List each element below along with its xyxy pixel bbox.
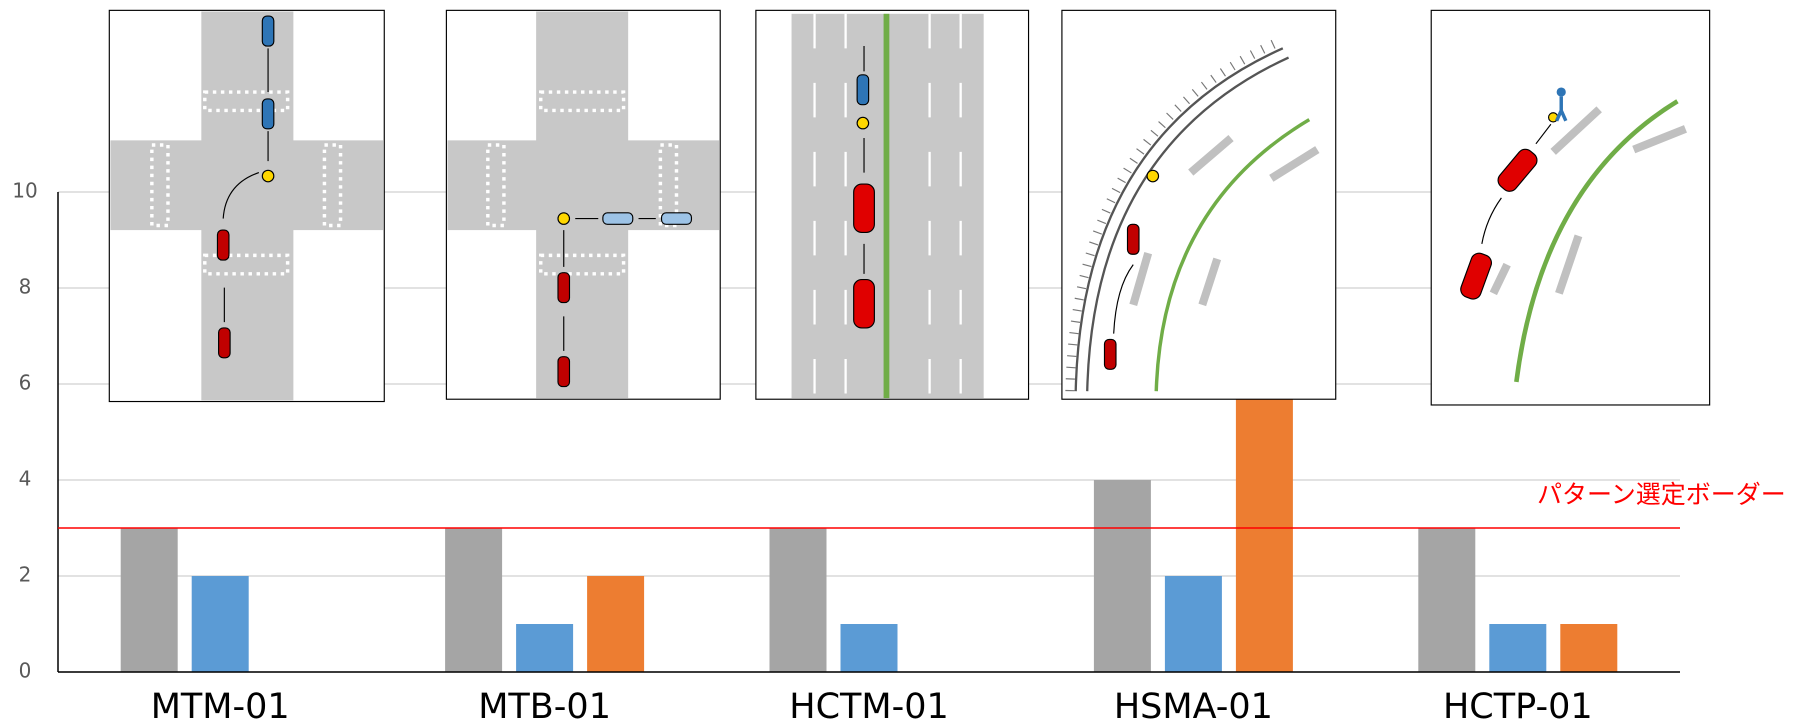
x-tick-label: HCTP-01	[1443, 687, 1593, 726]
x-tick-label: MTM-01	[151, 687, 290, 726]
bars	[120, 336, 1618, 672]
bar	[1164, 576, 1222, 672]
labels: 0 2 4 6 8 10 MTM-01 MTB-01 HCTM-01 HSMA-01 HCTP-01…	[12, 179, 1785, 726]
y-tick-label: 6	[19, 371, 32, 395]
bar	[587, 576, 645, 672]
bar	[120, 528, 178, 672]
bar	[191, 576, 249, 672]
y-tick-label: 0	[19, 659, 32, 683]
illustration-mtm	[108, 9, 385, 403]
bar	[1418, 528, 1476, 672]
x-tick-label: HSMA-01	[1114, 687, 1273, 726]
bar	[445, 528, 503, 672]
bar	[1093, 480, 1151, 672]
bar	[840, 624, 898, 672]
illustration-hsma	[1061, 9, 1337, 400]
y-tick-label: 10	[12, 179, 37, 203]
threshold-label: パターン選定ボーダー	[1537, 480, 1786, 509]
scenario-illustrations	[108, 9, 1711, 406]
x-tick-label: MTB-01	[478, 687, 611, 726]
bar	[1489, 624, 1547, 672]
y-tick-label: 2	[19, 563, 32, 587]
bar	[516, 624, 574, 672]
y-tick-label: 4	[19, 467, 32, 491]
x-tick-label: HCTM-01	[789, 687, 949, 726]
illustration-mtb	[445, 9, 721, 400]
y-tick-label: 8	[19, 275, 32, 299]
bar	[1560, 624, 1618, 672]
bar	[769, 528, 827, 672]
illustration-hctm	[755, 9, 1030, 400]
illustration-hctp	[1430, 9, 1711, 406]
